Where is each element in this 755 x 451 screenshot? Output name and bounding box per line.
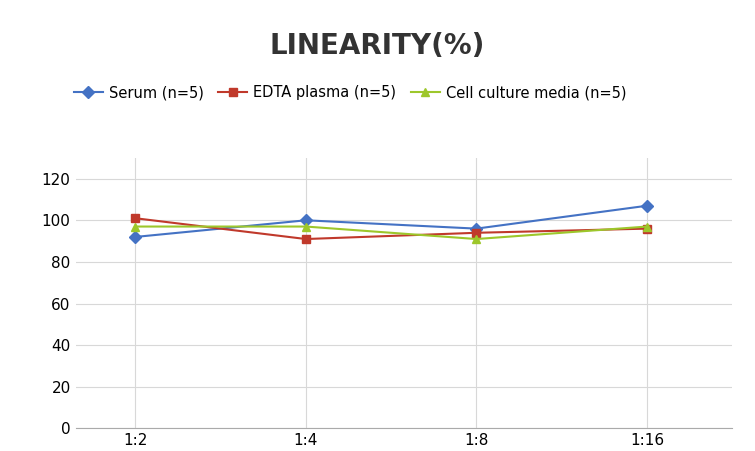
Serum (n=5) [643,203,652,208]
Legend: Serum (n=5), EDTA plasma (n=5), Cell culture media (n=5): Serum (n=5), EDTA plasma (n=5), Cell cul… [68,79,632,106]
Cell culture media (n=5) [472,236,481,242]
Serum (n=5) [472,226,481,231]
Cell culture media (n=5) [131,224,140,229]
Cell culture media (n=5) [643,224,652,229]
Serum (n=5) [131,234,140,239]
EDTA plasma (n=5) [472,230,481,235]
EDTA plasma (n=5) [131,216,140,221]
Cell culture media (n=5) [301,224,310,229]
Text: LINEARITY(%): LINEARITY(%) [270,32,485,60]
Line: Cell culture media (n=5): Cell culture media (n=5) [131,222,652,243]
Serum (n=5) [301,217,310,223]
EDTA plasma (n=5) [301,236,310,242]
Line: Serum (n=5): Serum (n=5) [131,202,652,241]
EDTA plasma (n=5) [643,226,652,231]
Line: EDTA plasma (n=5): EDTA plasma (n=5) [131,214,652,243]
